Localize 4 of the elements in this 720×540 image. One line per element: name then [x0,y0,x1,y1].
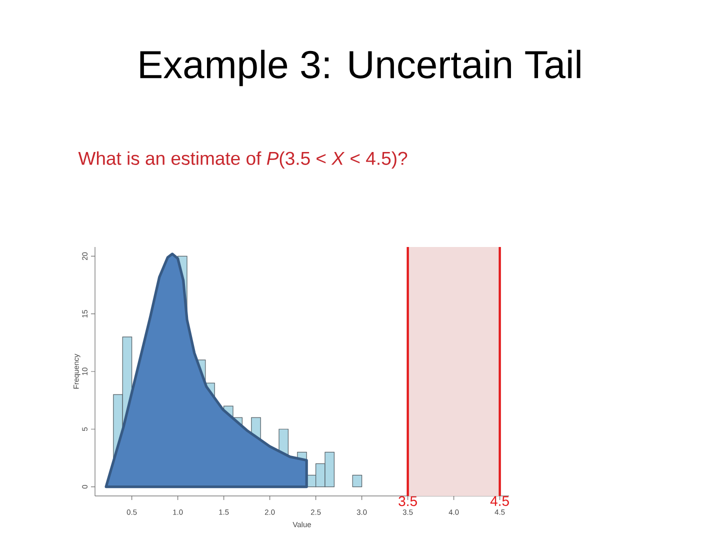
chart-subtitle: What is an estimate of P(3.5 < X < 4.5)? [78,151,408,169]
ref-line-label: 3.5 [398,496,417,506]
chart-title: Example 3: Uncertain Tail [140,50,580,86]
ref-line-label: 4.5 [490,496,509,506]
